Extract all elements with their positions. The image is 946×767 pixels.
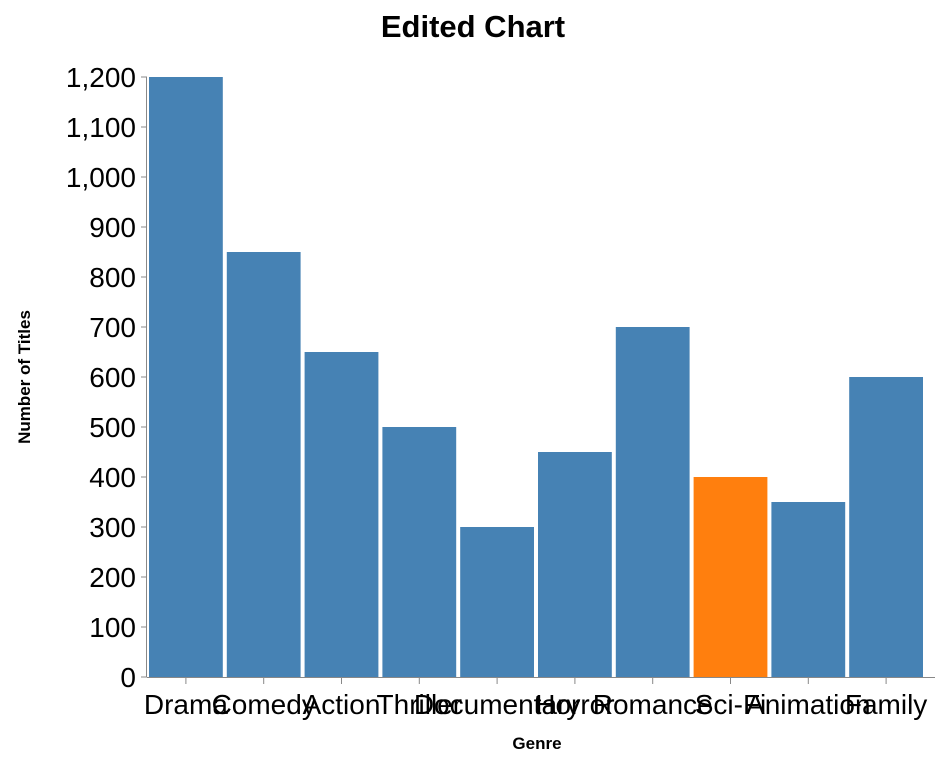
- y-tick-label: 0: [120, 662, 136, 693]
- y-tick-label: 300: [89, 512, 136, 543]
- bar-documentary: [460, 527, 534, 677]
- y-tick-label: 1,100: [66, 112, 136, 143]
- bar-animation: [771, 502, 846, 677]
- y-tick-label: 100: [89, 612, 136, 643]
- bar-horror: [538, 452, 612, 677]
- y-tick-label: 500: [89, 412, 136, 443]
- x-tick-label: Horror: [535, 689, 614, 720]
- x-tick-label: Drama: [144, 689, 228, 720]
- y-tick-label: 600: [89, 362, 136, 393]
- x-axis: DramaComedyActionThrillerDocumentaryHorr…: [144, 677, 935, 720]
- y-tick-label: 700: [89, 312, 136, 343]
- y-tick-label: 1,000: [66, 162, 136, 193]
- bar-comedy: [226, 252, 301, 677]
- bar-family: [849, 377, 923, 677]
- y-tick-label: 200: [89, 562, 136, 593]
- y-axis: 0 100 200 300 400 500 600 700 800 900 1,000 1,100 1,…: [66, 62, 147, 693]
- x-tick-label: Action: [303, 689, 381, 720]
- y-tick-label: 1,200: [66, 62, 136, 93]
- x-tick-label: Thriller: [377, 689, 463, 720]
- y-axis-title: Number of Titles: [15, 310, 34, 444]
- bar-drama: [149, 77, 223, 677]
- x-tick-label: Romance: [593, 689, 713, 720]
- x-tick-label: Family: [845, 689, 927, 720]
- bars-group: [149, 77, 923, 677]
- bar-romance: [615, 327, 690, 677]
- bar-thriller: [382, 427, 457, 677]
- bar-sci-fi: [693, 477, 768, 677]
- y-tick-label: 900: [89, 212, 136, 243]
- chart-title: Edited Chart: [381, 9, 565, 44]
- x-tick-label: Sci-Fi: [695, 689, 767, 720]
- x-axis-title: Genre: [512, 734, 561, 753]
- bar-action: [304, 352, 379, 677]
- y-tick-label: 800: [89, 262, 136, 293]
- y-tick-label: 400: [89, 462, 136, 493]
- x-tick-label: Documentary: [414, 689, 581, 720]
- x-tick-label: Animation: [746, 689, 871, 720]
- x-tick-label: Comedy: [212, 689, 316, 720]
